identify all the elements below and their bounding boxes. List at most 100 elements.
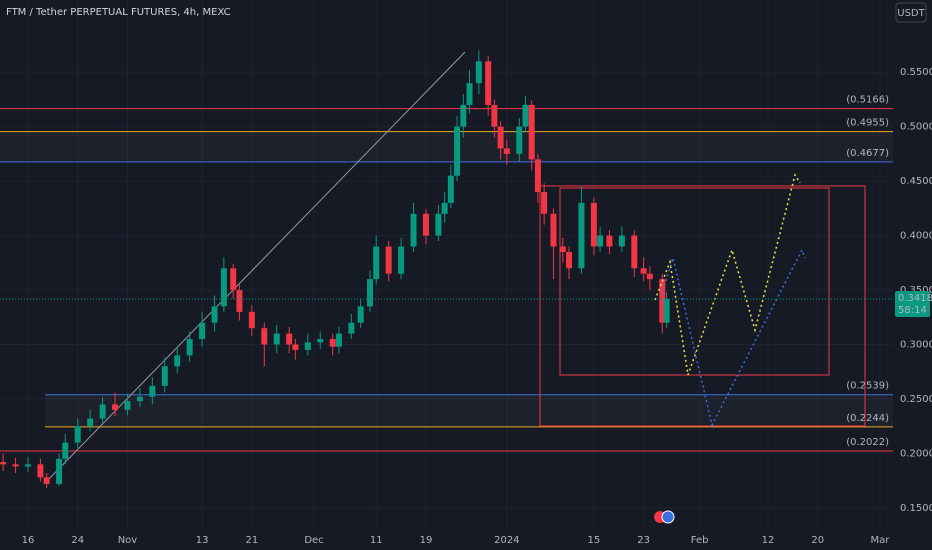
level-label: (0.2539) [846, 381, 889, 392]
candle-body [273, 333, 280, 345]
candle-body [161, 366, 168, 386]
candle-body [559, 246, 566, 252]
price-axis [893, 0, 932, 550]
candle-body [248, 311, 255, 329]
candle-body [435, 213, 442, 236]
candle-body [522, 104, 529, 127]
x-tick-label: 23 [637, 535, 650, 546]
level-zone [0, 132, 893, 162]
last-price-tag [895, 290, 930, 317]
y-tick-label: 0.4000 [900, 231, 932, 242]
y-tick-label: 0.4500 [900, 176, 932, 187]
currency-button-label[interactable]: USDT [897, 8, 925, 19]
candle-body [87, 418, 94, 427]
x-tick-label: 12 [762, 535, 775, 546]
x-tick-label: Nov [118, 535, 138, 546]
event-icon [661, 510, 675, 524]
candle-body [659, 279, 666, 323]
x-tick-label: 11 [370, 535, 383, 546]
candle-body [56, 458, 63, 484]
candle-body [422, 213, 429, 236]
candle-body [124, 401, 131, 410]
candle-body [112, 404, 119, 410]
y-tick-label: 0.5500 [900, 67, 932, 78]
x-tick-label: Feb [691, 535, 709, 546]
countdown-label: 58:14 [898, 305, 927, 316]
candle-body [62, 442, 69, 459]
candle-body [410, 213, 417, 247]
candle-body [590, 202, 597, 247]
candle-body [0, 462, 7, 465]
candle-body [606, 235, 613, 247]
candle-body [317, 339, 324, 343]
candle-body [348, 322, 355, 334]
level-zone [45, 395, 893, 427]
y-tick-label: 0.3000 [900, 340, 932, 351]
x-tick-label: 24 [71, 535, 84, 546]
candle-body [199, 322, 206, 340]
candle-body [631, 235, 638, 269]
candle-body [136, 396, 143, 402]
x-tick-label: 16 [22, 535, 35, 546]
candle-body [491, 104, 498, 127]
candle-body [230, 268, 237, 291]
candle-body [211, 306, 218, 323]
y-tick-label: 0.3500 [900, 285, 932, 296]
candle-body [447, 175, 454, 203]
candle-body [149, 385, 156, 397]
candle-body [485, 61, 492, 105]
x-tick-label: 15 [588, 535, 601, 546]
candle-body [550, 213, 557, 247]
candle-body [441, 202, 448, 214]
candle-body [528, 104, 535, 160]
candle-body [236, 290, 243, 312]
candle-body [335, 333, 342, 347]
candle-body [475, 61, 482, 84]
last-price-label: 0.3418 [898, 293, 932, 304]
projection-blue [659, 248, 806, 428]
axes: 0.1500 0.2000 0.2500 0.3000 0.3500 0.4000 0.45… [0, 67, 932, 546]
candle-body [385, 246, 392, 274]
candle-body [454, 126, 461, 176]
x-tick-label: Dec [304, 535, 323, 546]
candle-body [597, 235, 604, 247]
level-label: (0.5166) [846, 95, 889, 106]
y-tick-label: 0.1500 [900, 503, 932, 514]
candle-body [646, 273, 653, 280]
candle-body [286, 333, 293, 345]
y-tick-label: 0.5000 [900, 122, 932, 133]
level-label: (0.2022) [846, 437, 889, 448]
candle-body [534, 159, 541, 193]
level-label: (0.2244) [846, 413, 889, 424]
candle-body [460, 104, 467, 127]
x-tick-label: 20 [811, 535, 824, 546]
y-tick-label: 0.2000 [900, 448, 932, 459]
candle-body [220, 268, 227, 307]
currency-button[interactable] [895, 2, 927, 23]
candle-body [640, 268, 647, 274]
x-tick-label: 21 [245, 535, 258, 546]
x-tick-label: Mar [871, 535, 891, 546]
candle-body [261, 328, 268, 345]
candle-body [503, 148, 510, 154]
candle-body [292, 344, 299, 350]
candle-body [304, 342, 311, 350]
range-box [539, 185, 866, 427]
chart-title: FTM / Tether PERPETUAL FUTURES, 4h, MEXC [6, 7, 231, 18]
candle-body [566, 251, 573, 269]
range-box-inner [559, 187, 830, 376]
candle-body [174, 355, 181, 367]
candle-body [99, 404, 106, 419]
candle-body [329, 339, 336, 347]
candles [0, 50, 670, 489]
events-icon [654, 510, 675, 524]
time-axis [0, 530, 932, 550]
x-tick-label: 2024 [494, 535, 519, 546]
x-tick-label: 13 [196, 535, 209, 546]
candle-body [578, 202, 585, 269]
grid [0, 0, 893, 530]
y-tick-label: 0.2500 [900, 394, 932, 405]
